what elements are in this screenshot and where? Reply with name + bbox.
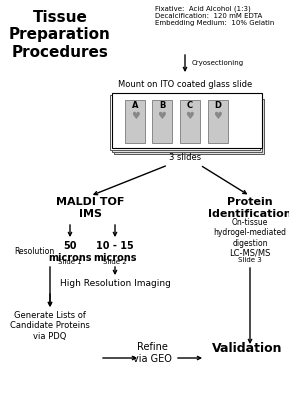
Text: LC-MS/MS: LC-MS/MS xyxy=(229,248,271,257)
Bar xyxy=(110,95,260,150)
Text: 3 slides: 3 slides xyxy=(169,153,201,162)
Text: ♥: ♥ xyxy=(131,111,139,121)
Bar xyxy=(112,97,262,152)
Text: A: A xyxy=(132,101,138,110)
Text: B: B xyxy=(159,101,165,110)
Text: Generate Lists of
Candidate Proteins
via PDQ: Generate Lists of Candidate Proteins via… xyxy=(10,311,90,341)
Text: Slide 3: Slide 3 xyxy=(238,257,262,263)
Text: Slide 1: Slide 1 xyxy=(58,259,82,265)
Text: Tissue
Preparation
Procedures: Tissue Preparation Procedures xyxy=(9,10,111,60)
Text: 10 - 15
microns: 10 - 15 microns xyxy=(93,241,137,262)
Text: C: C xyxy=(187,101,193,110)
Bar xyxy=(180,100,200,143)
Text: On-tissue
hydrogel-mediated
digestion: On-tissue hydrogel-mediated digestion xyxy=(214,218,286,248)
Bar xyxy=(114,99,264,154)
Text: Resolution: Resolution xyxy=(14,248,54,256)
Text: Fixative:  Acid Alcohol (1:3)
Decalcification:  120 mM EDTA
Embedding Medium:  1: Fixative: Acid Alcohol (1:3) Decalcifica… xyxy=(155,5,274,26)
Bar xyxy=(152,100,172,143)
Text: Cryosectioning: Cryosectioning xyxy=(192,60,244,66)
Text: Mount on ITO coated glass slide: Mount on ITO coated glass slide xyxy=(118,80,252,89)
Text: ♥: ♥ xyxy=(158,111,166,121)
Text: Validation: Validation xyxy=(212,342,283,354)
Text: Refine
via GEO: Refine via GEO xyxy=(133,342,171,364)
Bar xyxy=(112,93,262,148)
Text: 50
microns: 50 microns xyxy=(48,241,92,262)
Text: High Resolution Imaging: High Resolution Imaging xyxy=(60,279,171,288)
Bar xyxy=(208,100,228,143)
Text: ♥: ♥ xyxy=(214,111,222,121)
Text: ♥: ♥ xyxy=(186,111,194,121)
Bar xyxy=(125,100,145,143)
Text: Protein
Identification: Protein Identification xyxy=(208,197,289,218)
Text: Slide 2: Slide 2 xyxy=(103,259,127,265)
Text: MALDI TOF
IMS: MALDI TOF IMS xyxy=(56,197,124,218)
Text: D: D xyxy=(214,101,221,110)
